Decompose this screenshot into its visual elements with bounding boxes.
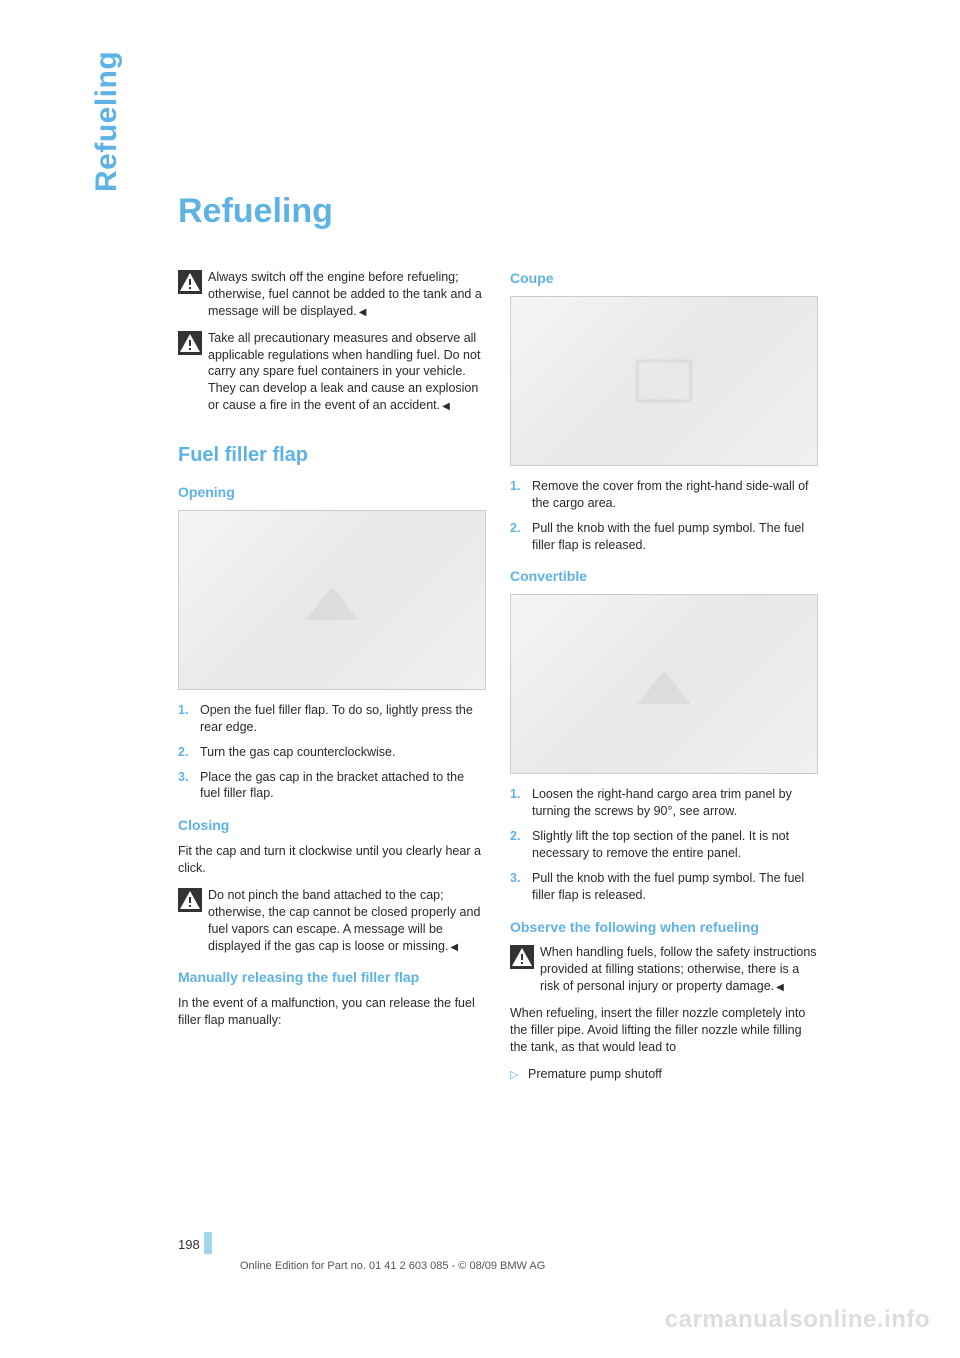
step-number: 1. [178,702,200,736]
step-text: Slightly lift the top section of the pan… [532,828,818,862]
warning-icon [178,331,202,355]
page-title: Refueling [178,192,818,231]
page-number: 198 [178,1237,200,1254]
warning-block-filling-station: When handling fuels, follow the safety i… [510,944,818,995]
figure-opening-flap [178,510,486,690]
warning-icon [178,270,202,294]
page-number-wrap: 198 [178,1232,212,1254]
observe-paragraph: When refueling, insert the filler nozzle… [510,1005,818,1056]
left-column: Always switch off the engine before refu… [178,269,486,1089]
subheading-coupe: Coupe [510,269,818,288]
warning-block-engine-off: Always switch off the engine before refu… [178,269,486,320]
step-number: 2. [510,828,532,862]
bullet-icon: ▷ [510,1066,528,1083]
warning-text: Take all precautionary measures and obse… [208,330,486,414]
footer-edition-line: Online Edition for Part no. 01 41 2 603 … [240,1260,545,1272]
list-item: ▷Premature pump shutoff [510,1066,818,1083]
warning-text: When handling fuels, follow the safety i… [540,944,818,995]
opening-steps-list: 1.Open the fuel filler flap. To do so, l… [178,702,486,802]
side-tab-label: Refueling [90,51,124,192]
watermark: carmanualsonline.info [665,1306,930,1334]
page-number-tab [204,1232,212,1254]
subheading-convertible: Convertible [510,567,818,586]
figure-coupe-release [510,296,818,466]
section-heading-fuel-filler-flap: Fuel filler flap [178,442,486,469]
step-text: Loosen the right-hand cargo area trim pa… [532,786,818,820]
subheading-manual-release: Manually releasing the fuel filler flap [178,968,486,987]
list-item: 3.Place the gas cap in the bracket attac… [178,769,486,803]
manual-page: Refueling Refueling Always switch off th… [0,0,960,1358]
subheading-opening: Opening [178,483,486,502]
bullet-text: Premature pump shutoff [528,1066,818,1083]
step-number: 3. [178,769,200,803]
list-item: 2.Slightly lift the top section of the p… [510,828,818,862]
warning-block-precautions: Take all precautionary measures and obse… [178,330,486,414]
step-text: Remove the cover from the right-hand sid… [532,478,818,512]
list-item: 2.Turn the gas cap counterclockwise. [178,744,486,761]
right-column: Coupe 1.Remove the cover from the right-… [510,269,818,1089]
warning-icon [510,945,534,969]
subheading-closing: Closing [178,816,486,835]
step-text: Pull the knob with the fuel pump symbol.… [532,520,818,554]
two-column-layout: Always switch off the engine before refu… [178,269,818,1089]
observe-bullet-list: ▷Premature pump shutoff [510,1066,818,1083]
step-text: Place the gas cap in the bracket attache… [200,769,486,803]
step-number: 3. [510,870,532,904]
figure-convertible-release [510,594,818,774]
warning-text: Always switch off the engine before refu… [208,269,486,320]
step-number: 2. [510,520,532,554]
warning-block-cap-band: Do not pinch the band attached to the ca… [178,887,486,955]
subheading-observe: Observe the following when refueling [510,918,818,937]
page-content: Refueling Always switch off the engine b… [178,192,818,1089]
list-item: 3.Pull the knob with the fuel pump symbo… [510,870,818,904]
step-number: 1. [510,786,532,820]
step-text: Open the fuel filler flap. To do so, lig… [200,702,486,736]
step-text: Turn the gas cap counterclockwise. [200,744,486,761]
manual-release-paragraph: In the event of a malfunction, you can r… [178,995,486,1029]
warning-text: Do not pinch the band attached to the ca… [208,887,486,955]
coupe-steps-list: 1.Remove the cover from the right-hand s… [510,478,818,554]
warning-icon [178,888,202,912]
convertible-steps-list: 1.Loosen the right-hand cargo area trim … [510,786,818,903]
list-item: 2.Pull the knob with the fuel pump symbo… [510,520,818,554]
list-item: 1.Remove the cover from the right-hand s… [510,478,818,512]
step-number: 1. [510,478,532,512]
closing-paragraph: Fit the cap and turn it clockwise until … [178,843,486,877]
list-item: 1.Loosen the right-hand cargo area trim … [510,786,818,820]
step-text: Pull the knob with the fuel pump symbol.… [532,870,818,904]
step-number: 2. [178,744,200,761]
list-item: 1.Open the fuel filler flap. To do so, l… [178,702,486,736]
